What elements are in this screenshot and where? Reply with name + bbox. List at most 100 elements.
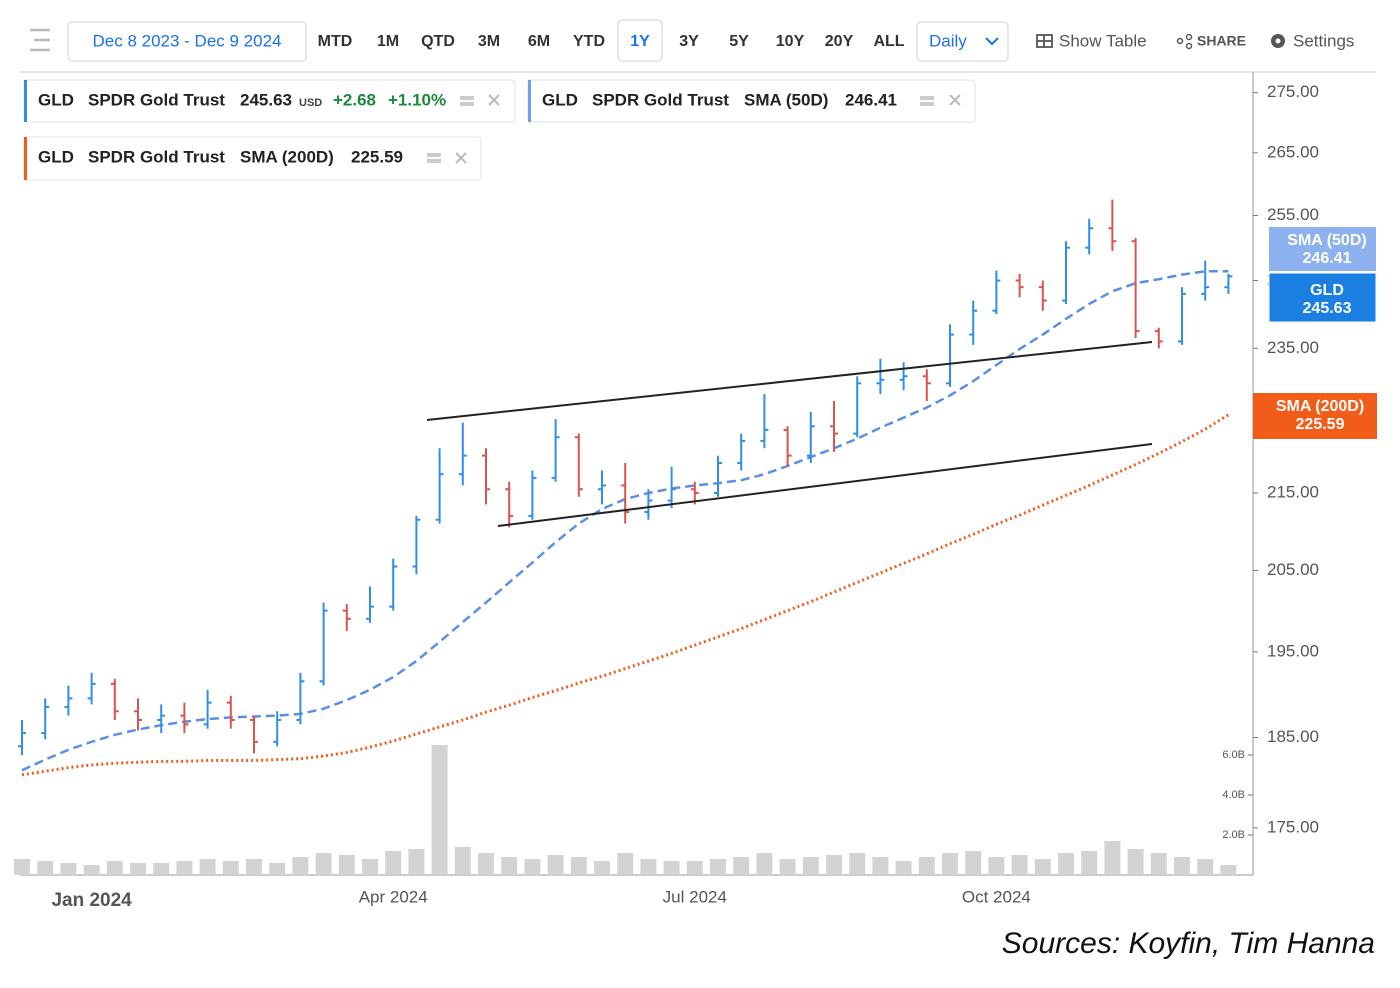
volume-bar	[338, 855, 355, 875]
chevron	[985, 37, 999, 46]
volume-bar	[663, 861, 680, 875]
volume-bar	[130, 863, 146, 875]
legend-series: SMA (50D)	[744, 90, 828, 109]
y2-tick-label: 6.0B	[1222, 749, 1245, 761]
tag-sma200-name: SMA (200D)	[1276, 398, 1364, 415]
layers-icon[interactable]	[920, 96, 934, 106]
settings-icon	[1271, 34, 1285, 48]
trend-line-upper	[426, 341, 1153, 421]
volume-bar	[176, 861, 193, 875]
volume-bar	[292, 857, 309, 875]
legend-value: 225.59	[351, 147, 403, 166]
volume-bar	[1220, 865, 1237, 875]
range-button[interactable]: 3Y	[679, 33, 699, 50]
tag-sma50-name: SMA (50D)	[1287, 232, 1366, 249]
close-icon[interactable]	[455, 152, 467, 164]
volume-bar	[37, 861, 54, 875]
menu-icon[interactable]	[30, 28, 50, 52]
legend-value: 245.63	[240, 90, 292, 109]
volume-bar	[617, 853, 634, 875]
date-range[interactable]: Dec 8 2023 - Dec 9 2024	[92, 31, 281, 50]
y2-tick-label: 4.0B	[1222, 789, 1245, 801]
y-tick-label: 215.00	[1267, 482, 1319, 501]
layers-icon[interactable]	[427, 153, 441, 163]
legend-sma50: GLD SPDR Gold Trust SMA (50D) 246.41	[527, 79, 976, 123]
settings[interactable]: Settings	[1293, 31, 1354, 50]
volume-bar	[1197, 859, 1214, 875]
legend-security: SPDR Gold Trust	[88, 90, 225, 109]
volume-bar	[1011, 855, 1028, 875]
range-button[interactable]: 6M	[528, 33, 550, 50]
x-tick-label: Apr 2024	[359, 887, 428, 906]
range-button[interactable]: 1Y	[630, 33, 650, 50]
volume-bar	[1150, 853, 1167, 875]
y-tick-label: 235.00	[1267, 338, 1319, 357]
x-tick-label: Jan 2024	[51, 890, 132, 911]
legend-series: SMA (200D)	[240, 147, 334, 166]
volume-bar	[849, 853, 866, 875]
volume-bar	[153, 863, 170, 875]
volume-bar	[872, 857, 889, 875]
volume-bar	[1081, 851, 1098, 875]
range-button[interactable]: YTD	[573, 33, 605, 50]
range-button[interactable]: QTD	[421, 33, 455, 50]
volume-bar	[710, 859, 726, 875]
legend-value: 246.41	[845, 90, 897, 109]
volume-bar	[269, 863, 286, 875]
y-tick-label: 275.00	[1267, 82, 1319, 101]
volume-bar	[199, 859, 216, 875]
volume-bar	[362, 859, 378, 875]
y-tick-label: 265.00	[1267, 142, 1319, 161]
close-icon[interactable]	[949, 94, 961, 106]
tag-gld	[1268, 272, 1377, 323]
volume-bar	[686, 861, 703, 875]
range-button[interactable]: 1M	[377, 33, 399, 50]
legend-change: +2.68	[333, 90, 376, 109]
close-icon[interactable]	[488, 94, 500, 106]
share[interactable]: SHARE	[1197, 33, 1246, 49]
volume-bar	[895, 861, 912, 875]
volume-bar	[222, 861, 239, 875]
legend-symbol: GLD	[542, 90, 578, 109]
tag-sma200	[1253, 393, 1377, 439]
date-range-box[interactable]	[67, 21, 307, 62]
range-button[interactable]: 20Y	[825, 33, 854, 50]
range-button[interactable]: 3M	[478, 33, 500, 50]
volume-bar	[1034, 859, 1051, 875]
interval-box[interactable]	[916, 21, 1009, 62]
legend-gld: GLD SPDR Gold Trust 245.63 USD +2.68 +1.…	[23, 79, 516, 123]
legend-symbol: GLD	[38, 147, 74, 166]
share-icon	[1176, 33, 1193, 50]
range-button[interactable]: ALL	[873, 33, 904, 50]
range-button[interactable]: 5Y	[729, 33, 749, 50]
show-table[interactable]: Show Table	[1059, 31, 1147, 50]
legend-sma200: GLD SPDR Gold Trust SMA (200D) 225.59	[23, 136, 482, 181]
sma-line	[21, 413, 1230, 777]
volume-bar	[524, 859, 541, 875]
layers-icon[interactable]	[460, 96, 474, 106]
toolbar: Dec 8 2023 - Dec 9 2024 MTD 1M QTD 3M 6M YTD 1…	[30, 19, 1354, 62]
volume-bar	[988, 857, 1005, 875]
volume-bar	[83, 865, 100, 875]
volume-bar	[570, 857, 587, 875]
tag-sma50	[1269, 227, 1376, 271]
y-tick-label: 175.00	[1267, 817, 1319, 836]
y-tick-label: 185.00	[1267, 727, 1319, 746]
range-button[interactable]: MTD	[318, 33, 353, 50]
trend-line-lower	[497, 443, 1153, 527]
x-tick-label: Oct 2024	[962, 887, 1031, 906]
volume-bar	[385, 851, 402, 875]
legend-change-pct: +1.10%	[388, 90, 446, 109]
range-button[interactable]: 10Y	[776, 33, 805, 50]
legend-symbol: GLD	[38, 90, 74, 109]
volume-bar	[454, 847, 471, 875]
volume-bar	[1127, 849, 1144, 875]
legend-security: SPDR Gold Trust	[88, 147, 225, 166]
volume-bar	[431, 745, 448, 875]
volume-bar	[1058, 853, 1074, 875]
volume-bar	[779, 859, 796, 875]
interval[interactable]: Daily	[929, 31, 967, 50]
volume-bar	[965, 851, 982, 875]
